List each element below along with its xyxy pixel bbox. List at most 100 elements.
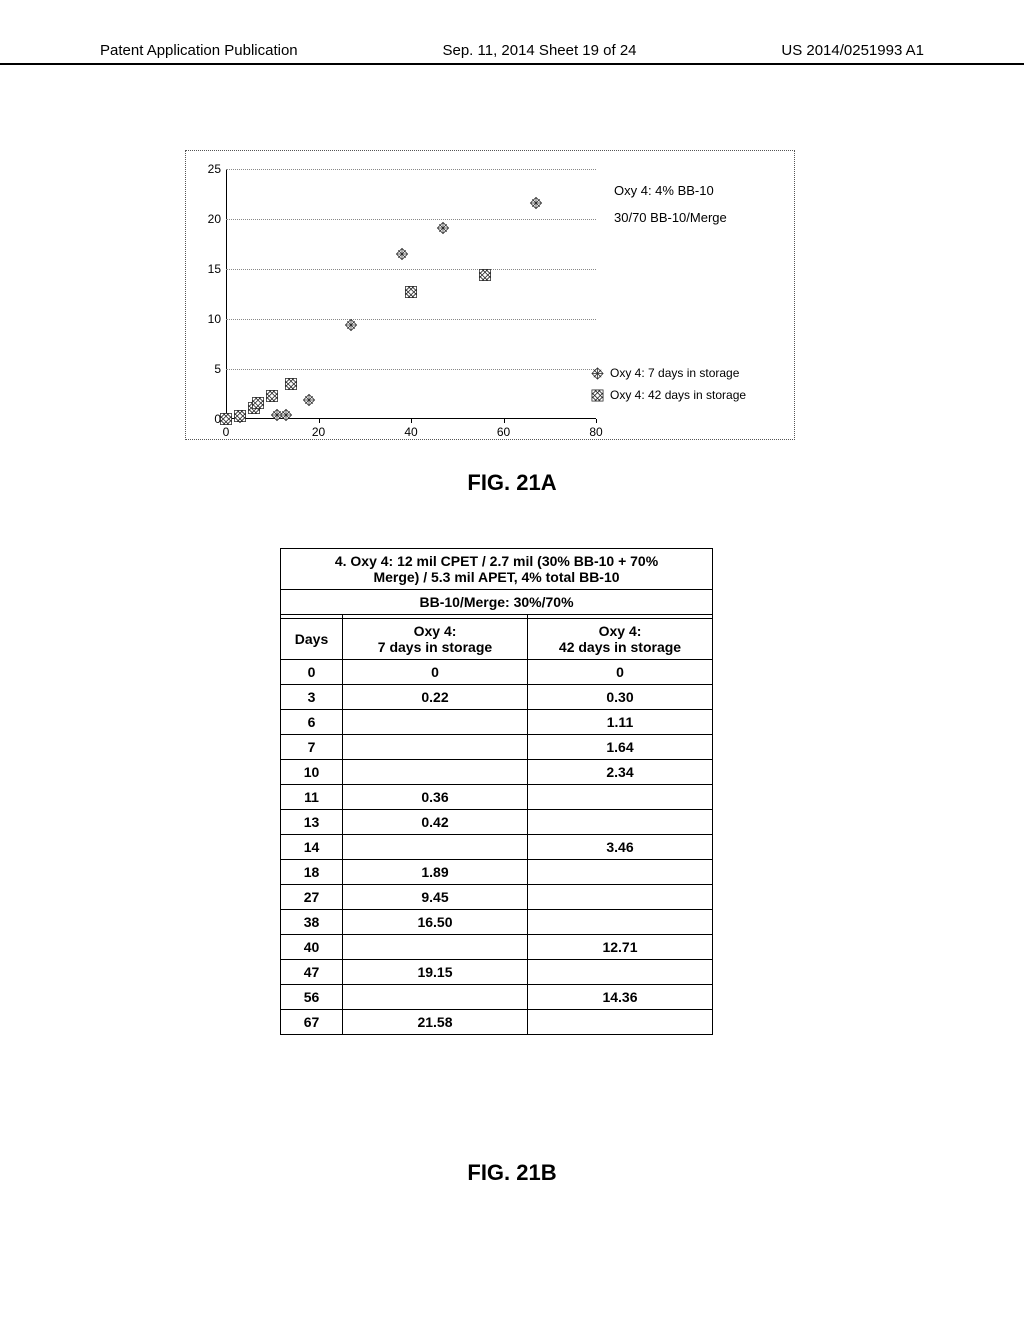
x-tick-label: 80: [589, 425, 602, 439]
marker-series-42: [284, 378, 297, 391]
table-body: 00030.220.3061.1171.64102.34110.36130.42…: [281, 660, 713, 1035]
table-cell: 1.11: [528, 710, 713, 735]
marker-series-42: [479, 269, 492, 282]
legend-label-7: Oxy 4: 7 days in storage: [610, 366, 739, 380]
header-left: Patent Application Publication: [100, 42, 298, 59]
scatter-chart: 0510152025020406080 Oxy 4: 4% BB-10 30/7…: [185, 150, 795, 440]
table-cell: [343, 835, 528, 860]
table-cell: [343, 710, 528, 735]
table-cell: 16.50: [343, 910, 528, 935]
table-cell: 13: [281, 810, 343, 835]
table-cell: 1.89: [343, 860, 528, 885]
table-row: 40 12.71: [281, 935, 713, 960]
table-cell: [343, 760, 528, 785]
x-tick-label: 20: [312, 425, 325, 439]
square-hatch-icon: [591, 389, 604, 402]
table-row: 000: [281, 660, 713, 685]
table-cell: 6: [281, 710, 343, 735]
table-row: 143.46: [281, 835, 713, 860]
diamond-outline-icon: [591, 367, 604, 380]
marker-series-7: [395, 248, 408, 261]
y-tick-label: 0: [196, 412, 221, 426]
table-cell: 19.15: [343, 960, 528, 985]
table-cell: 12.71: [528, 935, 713, 960]
table-title-line2: Merge) / 5.3 mil APET, 4% total BB-10: [373, 569, 619, 585]
table-cell: 7: [281, 735, 343, 760]
marker-series-42: [252, 396, 265, 409]
table-cell: [528, 960, 713, 985]
col-42: Oxy 4:42 days in storage: [528, 619, 713, 660]
table-subtitle: BB-10/Merge: 30%/70%: [281, 590, 713, 615]
legend-series-42: Oxy 4: 42 days in storage: [591, 388, 786, 402]
table-cell: [343, 935, 528, 960]
title-line2: 30/70 BB-10/Merge: [614, 210, 784, 225]
table-row: 3816.50: [281, 910, 713, 935]
table-cell: 0.22: [343, 685, 528, 710]
table-cell: 40: [281, 935, 343, 960]
marker-series-7: [303, 394, 316, 407]
col-7: Oxy 4:7 days in storage: [343, 619, 528, 660]
table-cell: 21.58: [343, 1010, 528, 1035]
legend-series-7: Oxy 4: 7 days in storage: [591, 366, 786, 380]
table-row: 30.220.30: [281, 685, 713, 710]
marker-series-7: [280, 408, 293, 421]
marker-series-42: [266, 389, 279, 402]
table-title: 4. Oxy 4: 12 mil CPET / 2.7 mil (30% BB-…: [281, 549, 713, 590]
table-cell: 1.64: [528, 735, 713, 760]
table-cell: 14: [281, 835, 343, 860]
table-header-row: Days Oxy 4:7 days in storage Oxy 4:42 da…: [281, 619, 713, 660]
table-cell: 0.36: [343, 785, 528, 810]
table-row: 110.36: [281, 785, 713, 810]
table-cell: 3: [281, 685, 343, 710]
y-axis: [226, 169, 227, 419]
table-cell: 0.30: [528, 685, 713, 710]
table-cell: 56: [281, 985, 343, 1010]
chart-title-labels: Oxy 4: 4% BB-10 30/70 BB-10/Merge: [614, 183, 784, 237]
title-line1: Oxy 4: 4% BB-10: [614, 183, 784, 198]
marker-series-42: [220, 413, 233, 426]
col-days: Days: [281, 619, 343, 660]
chart-legend: Oxy 4: 7 days in storage Oxy 4: 42 days …: [591, 366, 786, 410]
table-cell: 47: [281, 960, 343, 985]
marker-series-42: [405, 285, 418, 298]
table-row: 61.11: [281, 710, 713, 735]
table-cell: 0: [528, 660, 713, 685]
table-row: 4719.15: [281, 960, 713, 985]
y-tick-label: 20: [196, 212, 221, 226]
table-cell: [528, 1010, 713, 1035]
marker-series-7: [529, 197, 542, 210]
y-tick-label: 5: [196, 362, 221, 376]
marker-series-7: [344, 318, 357, 331]
table-cell: [528, 810, 713, 835]
table-cell: 67: [281, 1010, 343, 1035]
table-row: 181.89: [281, 860, 713, 885]
marker-series-42: [233, 410, 246, 423]
figure-label-b: FIG. 21B: [467, 1160, 556, 1186]
table-row: 5614.36: [281, 985, 713, 1010]
page-header: Patent Application Publication Sep. 11, …: [0, 42, 1024, 65]
table-cell: [343, 735, 528, 760]
y-tick-label: 10: [196, 312, 221, 326]
table-cell: 11: [281, 785, 343, 810]
table-cell: 2.34: [528, 760, 713, 785]
table-cell: 3.46: [528, 835, 713, 860]
x-tick-label: 0: [223, 425, 230, 439]
table-row: 6721.58: [281, 1010, 713, 1035]
table-cell: 9.45: [343, 885, 528, 910]
x-tick-label: 60: [497, 425, 510, 439]
table-cell: [343, 985, 528, 1010]
table-cell: [528, 885, 713, 910]
table-row: 102.34: [281, 760, 713, 785]
table-cell: [528, 910, 713, 935]
x-tick-label: 40: [404, 425, 417, 439]
table-cell: 18: [281, 860, 343, 885]
table-title-line1: 4. Oxy 4: 12 mil CPET / 2.7 mil (30% BB-…: [335, 553, 658, 569]
table-row: 130.42: [281, 810, 713, 835]
table-cell: 0: [281, 660, 343, 685]
legend-label-42: Oxy 4: 42 days in storage: [610, 388, 746, 402]
table-row: 71.64: [281, 735, 713, 760]
table-cell: 38: [281, 910, 343, 935]
marker-series-7: [437, 221, 450, 234]
table-cell: 27: [281, 885, 343, 910]
header-right: US 2014/0251993 A1: [781, 42, 924, 59]
